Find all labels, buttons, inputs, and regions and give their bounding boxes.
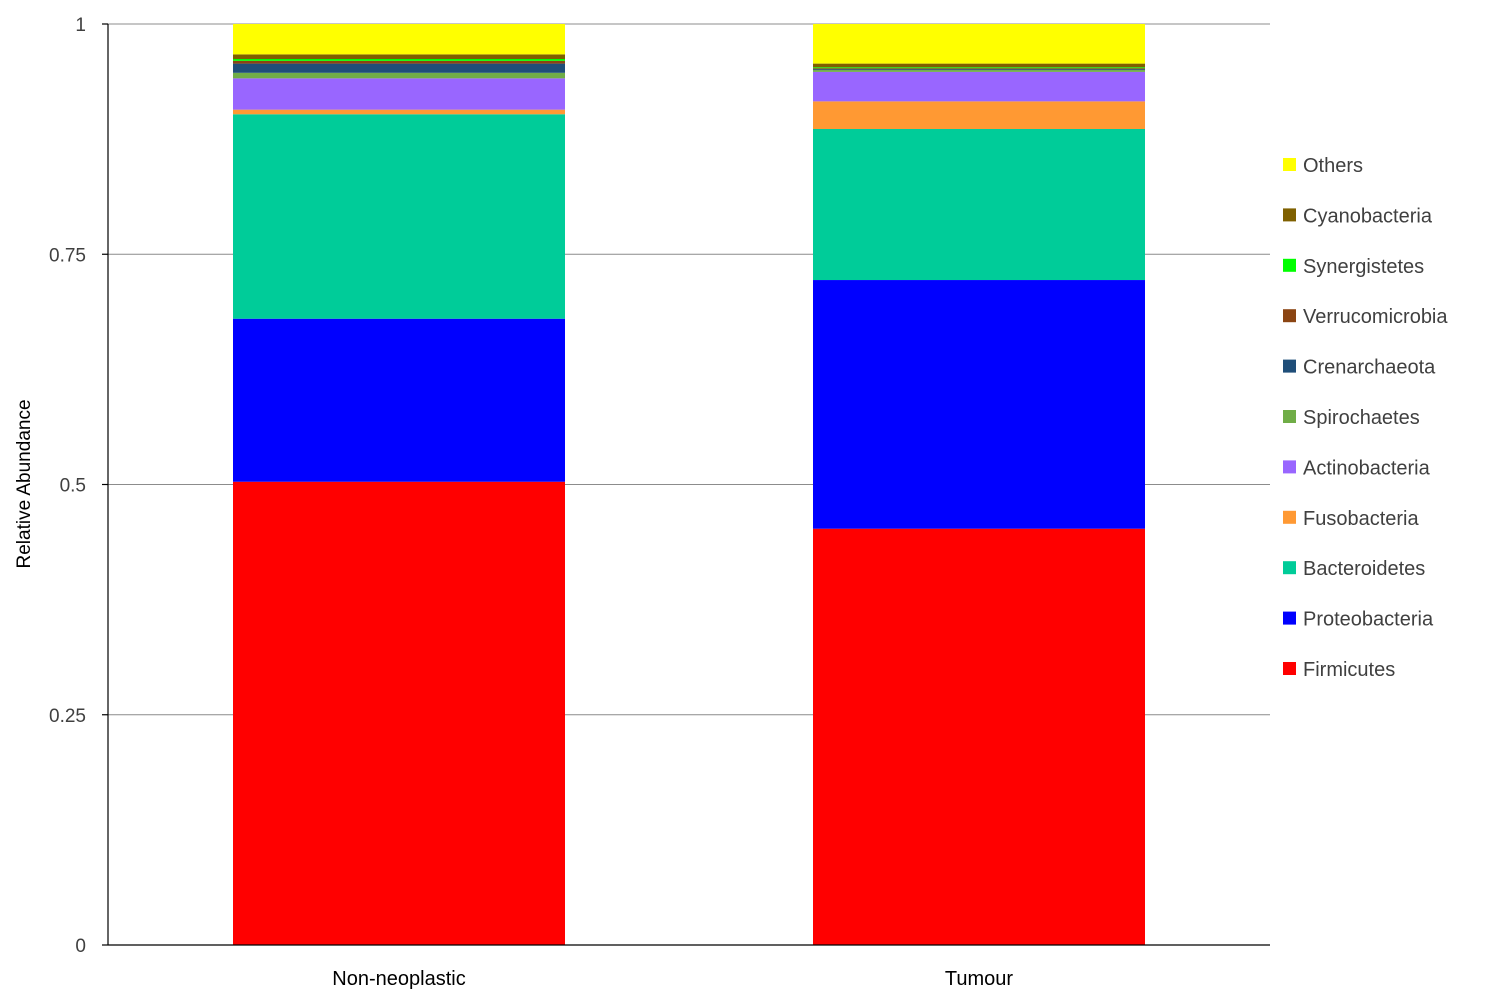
legend-item-verrucomicrobia: Verrucomicrobia (1283, 306, 1448, 328)
y-tick-label: 0.25 (49, 706, 86, 727)
legend-item-proteobacteria: Proteobacteria (1283, 609, 1434, 631)
bar-segment-others-non-neoplastic (233, 24, 565, 55)
legend-item-firmicutes: Firmicutes (1283, 659, 1395, 681)
bar-segment-firmicutes-non-neoplastic (233, 481, 565, 945)
axes: 0 0.25 0.5 0.75 1 Non-neoplastic Tumour (49, 15, 1270, 990)
bars (233, 24, 1145, 945)
x-category-label: Tumour (945, 968, 1014, 990)
legend-swatch (1283, 410, 1296, 423)
legend-item-cyanobacteria: Cyanobacteria (1283, 205, 1433, 227)
y-tick-label: 0.5 (60, 476, 86, 497)
bar-segment-verrucomicrobia-non-neoplastic (233, 60, 565, 64)
legend-label: Proteobacteria (1303, 609, 1434, 631)
bar-segment-spirochaetes-tumour (813, 70, 1145, 72)
legend-swatch (1283, 460, 1296, 474)
bar-segment-firmicutes-tumour (813, 528, 1145, 945)
y-axis-title: Relative Abundance (14, 399, 35, 568)
bar-segment-actinobacteria-tumour (813, 71, 1145, 102)
legend-swatch (1283, 258, 1296, 272)
legend-label: Spirochaetes (1303, 407, 1420, 429)
legend-swatch (1283, 561, 1296, 575)
legend-label: Crenarchaeota (1303, 357, 1436, 379)
bar-segment-bacteroidetes-tumour (813, 128, 1145, 281)
legend: Others Cyanobacteria Synergistetes Verrucom… (1283, 155, 1448, 681)
legend-item-bacteroidetes: Bacteroidetes (1283, 558, 1425, 580)
legend-label: Cyanobacteria (1303, 205, 1433, 227)
bar-segment-actinobacteria-non-neoplastic (233, 78, 565, 110)
legend-swatch (1283, 208, 1296, 222)
bar-segment-synergistetes-non-neoplastic (233, 58, 565, 61)
bar-segment-cyanobacteria-tumour (813, 63, 1145, 68)
legend-item-spirochaetes: Spirochaetes (1283, 407, 1420, 429)
legend-item-others: Others (1283, 155, 1363, 177)
bar-segment-proteobacteria-non-neoplastic (233, 318, 565, 482)
bar-segment-crenarchaeota-tumour (813, 69, 1145, 71)
legend-label: Actinobacteria (1303, 457, 1431, 479)
legend-swatch (1283, 359, 1296, 373)
legend-label: Fusobacteria (1303, 508, 1419, 530)
legend-swatch (1283, 611, 1296, 625)
bar-segment-bacteroidetes-non-neoplastic (233, 114, 565, 319)
bar-segment-fusobacteria-tumour (813, 101, 1145, 129)
bar-segment-spirochaetes-non-neoplastic (233, 72, 565, 79)
bar-segment-synergistetes-tumour (813, 67, 1145, 69)
legend-label: Verrucomicrobia (1303, 306, 1448, 328)
legend-swatch (1283, 510, 1296, 524)
legend-label: Firmicutes (1303, 659, 1395, 681)
legend-label: Synergistetes (1303, 256, 1424, 278)
legend-swatch (1283, 662, 1296, 675)
bar-segment-others-tumour (813, 24, 1145, 64)
legend-item-actinobacteria: Actinobacteria (1283, 457, 1431, 479)
bar-segment-crenarchaeota-non-neoplastic (233, 63, 565, 73)
y-tick-label: 0.75 (49, 245, 86, 266)
bar-segment-proteobacteria-tumour (813, 280, 1145, 529)
legend-item-synergistetes: Synergistetes (1283, 256, 1424, 278)
y-tick-label: 0 (75, 936, 86, 957)
legend-item-fusobacteria: Fusobacteria (1283, 508, 1419, 530)
legend-label: Others (1303, 155, 1363, 177)
bar-segment-verrucomicrobia-tumour (813, 68, 1145, 70)
x-category-label: Non-neoplastic (332, 968, 465, 990)
legend-swatch (1283, 309, 1296, 323)
bar-segment-fusobacteria-non-neoplastic (233, 109, 565, 115)
legend-label: Bacteroidetes (1303, 558, 1425, 580)
legend-item-crenarchaeota: Crenarchaeota (1283, 357, 1436, 379)
bar-segment-cyanobacteria-non-neoplastic (233, 54, 565, 59)
y-tick-label: 1 (75, 15, 86, 36)
legend-swatch (1283, 158, 1296, 171)
